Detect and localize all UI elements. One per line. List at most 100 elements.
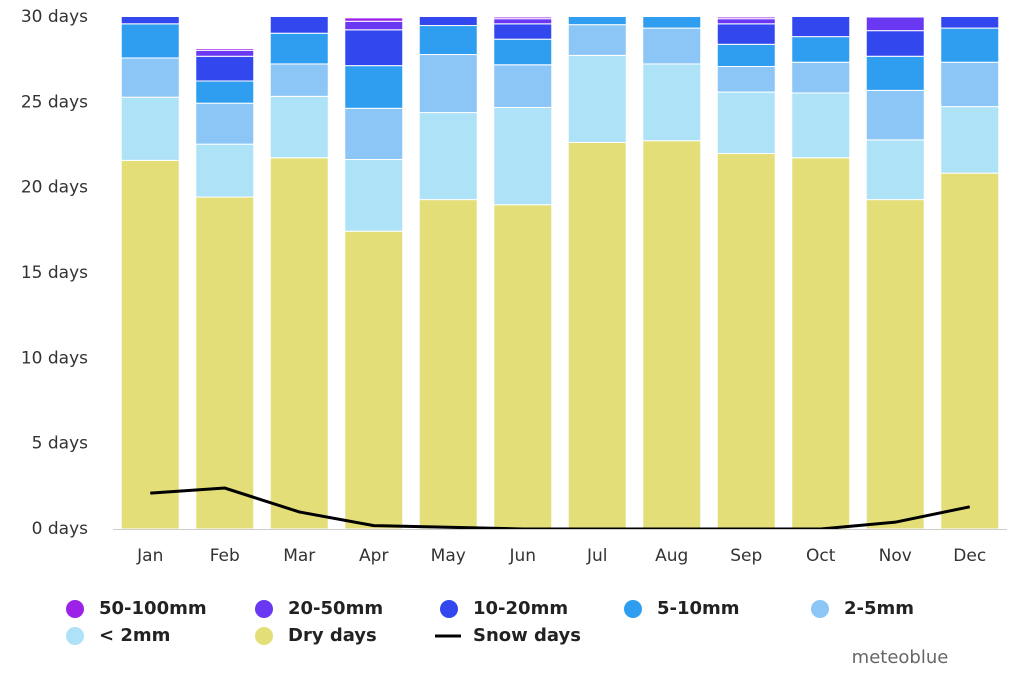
bar-segment bbox=[493, 64, 553, 108]
bar-segment bbox=[344, 29, 404, 67]
bar-segment bbox=[643, 1, 701, 4]
bar-segment bbox=[791, 17, 851, 38]
bar-segment bbox=[344, 159, 404, 232]
plot-area bbox=[120, 0, 1000, 530]
legend-symbol bbox=[255, 627, 273, 645]
bar-segment bbox=[418, 199, 478, 530]
bar-segment bbox=[865, 199, 925, 530]
bar-segment bbox=[418, 112, 478, 201]
y-tick-label: 15 days bbox=[21, 263, 88, 283]
x-tick-label: Feb bbox=[210, 546, 240, 566]
bar-segment bbox=[120, 23, 180, 59]
legend-symbol bbox=[624, 600, 642, 618]
bar-segment bbox=[865, 55, 925, 91]
bar-segment bbox=[642, 27, 702, 65]
bar-segment bbox=[195, 102, 255, 145]
bar-segment bbox=[642, 17, 702, 29]
bar-segment bbox=[865, 89, 925, 141]
bar-segment bbox=[791, 92, 851, 159]
x-tick-label: Sep bbox=[730, 546, 762, 566]
legend-label: 10-20mm bbox=[473, 598, 568, 619]
bar-segment bbox=[940, 61, 1000, 108]
bar-segment bbox=[716, 65, 776, 93]
bar-segment bbox=[716, 18, 776, 25]
bar-segment bbox=[195, 48, 255, 51]
bar-segment bbox=[865, 139, 925, 201]
bar-segment bbox=[418, 54, 478, 114]
x-tick-label: Aug bbox=[655, 546, 688, 566]
legend-symbol bbox=[66, 600, 84, 618]
bar-segment bbox=[493, 23, 553, 40]
x-tick-label: Jan bbox=[136, 546, 163, 566]
bar-segment bbox=[791, 61, 851, 94]
bar-segment bbox=[269, 95, 329, 159]
bar-segment bbox=[344, 65, 404, 109]
bar-segment bbox=[865, 30, 925, 57]
bar-segment bbox=[493, 204, 553, 530]
x-tick-label: Apr bbox=[359, 546, 388, 566]
bar-segment bbox=[567, 17, 627, 26]
legend-symbol bbox=[440, 600, 458, 618]
x-tick-label: Mar bbox=[283, 546, 315, 566]
bar-segment bbox=[344, 17, 404, 22]
bar-segment bbox=[716, 23, 776, 45]
y-tick-label: 0 days bbox=[32, 519, 88, 539]
bar-segment bbox=[269, 32, 329, 65]
bar-segment bbox=[120, 159, 180, 530]
legend-label: 5-10mm bbox=[657, 598, 740, 619]
bar-segment bbox=[716, 43, 776, 67]
x-tick-label: Oct bbox=[806, 546, 836, 566]
bar-segment bbox=[120, 57, 180, 98]
x-tick-label: Nov bbox=[879, 546, 912, 566]
bar-segment bbox=[493, 17, 553, 20]
credit: meteoblue bbox=[852, 647, 949, 668]
bar-segment bbox=[642, 140, 702, 530]
bar-segment bbox=[270, 1, 328, 4]
bar-segment bbox=[940, 17, 1000, 29]
bar-segment bbox=[269, 63, 329, 97]
legend-label: 20-50mm bbox=[288, 598, 383, 619]
legend-label: < 2mm bbox=[99, 625, 170, 646]
bar-segment bbox=[642, 63, 702, 142]
bar-segment bbox=[716, 17, 776, 20]
bar-segment bbox=[567, 54, 627, 143]
bar-segment bbox=[567, 141, 627, 530]
bar-segment bbox=[791, 36, 851, 63]
bar-segment bbox=[344, 230, 404, 530]
bar-segment bbox=[195, 80, 255, 104]
bar-segment bbox=[120, 17, 180, 25]
bar-segment bbox=[120, 96, 180, 161]
y-tick-label: 25 days bbox=[21, 92, 88, 112]
bar-segment bbox=[344, 20, 404, 31]
bar-segment bbox=[493, 38, 553, 66]
y-tick-label: 5 days bbox=[32, 434, 88, 454]
y-tick-label: 20 days bbox=[21, 178, 88, 198]
bar-segment bbox=[269, 17, 329, 34]
bar-segment bbox=[941, 1, 999, 3]
bar-segment bbox=[493, 18, 553, 25]
bar-segment bbox=[940, 172, 1000, 530]
y-tick-label: 10 days bbox=[21, 348, 88, 368]
bar-segment bbox=[195, 143, 255, 198]
x-tick-label: Jun bbox=[508, 546, 536, 566]
bar-segment bbox=[792, 2, 850, 5]
bar-segment bbox=[493, 106, 553, 206]
bar-segment bbox=[716, 91, 776, 155]
bar-segment bbox=[195, 55, 255, 82]
bar-segment bbox=[344, 107, 404, 161]
bar-segment bbox=[940, 27, 1000, 63]
x-tick-label: Jul bbox=[586, 546, 608, 566]
legend-label: Dry days bbox=[288, 625, 377, 646]
bar-segment bbox=[195, 196, 255, 530]
bar-segment bbox=[121, 0, 179, 5]
bar-segment bbox=[865, 17, 925, 32]
bar-segment bbox=[418, 25, 478, 56]
bar-segment bbox=[418, 17, 478, 27]
bar-segment bbox=[195, 49, 255, 57]
bar-segment bbox=[716, 153, 776, 530]
bar-segment bbox=[269, 157, 329, 530]
bar-segment bbox=[791, 157, 851, 530]
x-tick-label: May bbox=[431, 546, 466, 566]
legend-label: 50-100mm bbox=[99, 598, 207, 619]
bar-segment bbox=[567, 24, 627, 56]
